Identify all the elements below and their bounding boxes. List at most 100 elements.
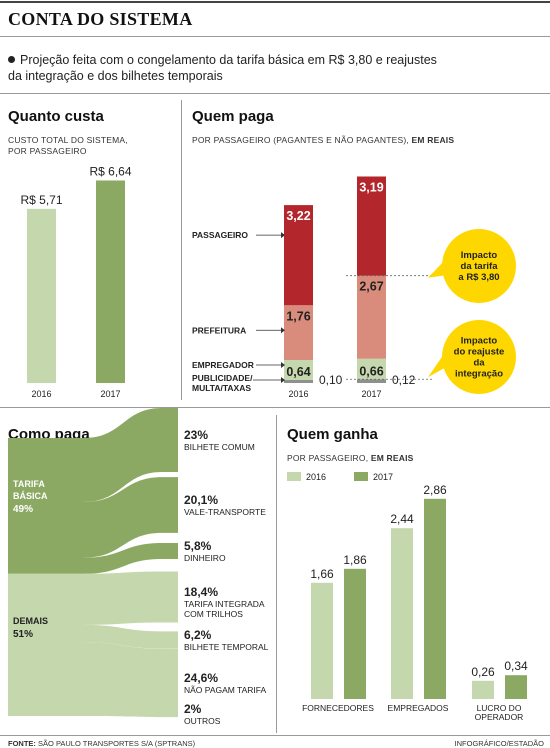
payer-segment xyxy=(357,176,386,276)
cost-value-label: R$ 5,71 xyxy=(20,193,62,207)
cost-year-label: 2017 xyxy=(100,389,120,399)
section-divider-top xyxy=(181,100,182,400)
quem-ganha-label: POR PASSAGEIRO, EM REAIS xyxy=(287,453,414,463)
sankey-source-demais xyxy=(8,573,84,716)
subtitle-line-1: Projeção feita com o congelamento da tar… xyxy=(8,53,437,67)
payer-row-label: PREFEITURA xyxy=(192,325,246,335)
earner-bar xyxy=(505,675,527,699)
cost-year-label: 2016 xyxy=(31,389,51,399)
legend-swatch-2017 xyxy=(354,472,368,481)
payer-segment xyxy=(284,205,313,306)
earner-category-label: EMPREGADOS xyxy=(388,703,449,713)
sankey-flow-label: DINHEIRO xyxy=(184,553,226,563)
quanto-custa-title: Quanto custa xyxy=(8,108,104,125)
sankey-pct-label: 20,1% xyxy=(184,493,218,507)
arrow-icon xyxy=(281,327,285,334)
legend-label-2017: 2017 xyxy=(373,472,393,482)
payer-segment xyxy=(284,305,313,360)
sankey-flow-label: TARIFA INTEGRADA xyxy=(184,599,265,609)
impact-callout-tarifa-text: a R$ 3,80 xyxy=(458,272,499,283)
sankey-group-label: 49% xyxy=(13,504,33,515)
arrow-icon xyxy=(281,232,285,239)
quanto-custa-label: CUSTO TOTAL DO SISTEMA, POR PASSAGEIRO xyxy=(8,135,128,156)
earner-category-label: OPERADOR xyxy=(475,712,524,722)
impact-callout-integracao-text: da xyxy=(473,358,485,369)
earner-category-label: FORNECEDORES xyxy=(302,703,374,713)
footer-source: FONTE: SÃO PAULO TRANSPORTES S/A (SPTRAN… xyxy=(8,739,196,748)
earner-bar xyxy=(391,528,413,699)
payer-row-label: MULTA/TAXAS xyxy=(192,383,251,393)
quem-ganha-title: Quem ganha xyxy=(287,426,378,443)
earner-value-label: 0,26 xyxy=(471,665,495,679)
sankey-pct-label: 24,6% xyxy=(184,671,218,685)
sankey-flow xyxy=(84,542,178,574)
sankey-flow-label: COM TRILHOS xyxy=(184,609,243,619)
sankey-flow-label: NÃO PAGAM TARIFA xyxy=(184,685,267,695)
arrow-icon xyxy=(281,361,285,368)
payer-year-label: 2016 xyxy=(288,389,308,399)
earner-value-label: 2,86 xyxy=(423,483,447,497)
impact-callout-tarifa xyxy=(442,229,516,303)
cost-value-label: R$ 6,64 xyxy=(89,164,131,178)
sankey-flow-label: OUTROS xyxy=(184,716,221,726)
section-divider-bottom xyxy=(276,415,277,733)
quem-paga-title: Quem paga xyxy=(192,108,274,125)
impact-callout-tarifa-text: da tarifa xyxy=(461,261,499,272)
earner-value-label: 2,44 xyxy=(390,512,414,526)
payer-value-label: 0,64 xyxy=(286,365,310,379)
sankey-pct-label: 6,2% xyxy=(184,628,212,642)
sankey-pct-label: 23% xyxy=(184,428,208,442)
quem-paga-label: POR PASSAGEIRO (PAGANTES E NÃO PAGANTES)… xyxy=(192,135,455,145)
sankey-flow xyxy=(84,710,178,717)
arrow-icon xyxy=(281,377,285,383)
earner-value-label: 1,86 xyxy=(343,553,367,567)
header-divider xyxy=(0,36,550,37)
sankey-group-label: BÁSICA xyxy=(13,491,48,501)
sankey-flow-label: BILHETE COMUM xyxy=(184,442,255,452)
sankey-flow-label: VALE-TRANSPORTE xyxy=(184,507,266,517)
subtitle-divider xyxy=(0,93,550,94)
sankey-flow-label: BILHETE TEMPORAL xyxy=(184,642,269,652)
payer-value-label-small: 0,10 xyxy=(319,373,343,387)
impact-callout-integracao-pointer xyxy=(428,348,448,378)
earner-bar xyxy=(472,680,494,699)
payer-value-label: 0,66 xyxy=(359,364,383,378)
payer-row-label: PUBLICIDADE/ xyxy=(192,373,253,383)
payer-segment xyxy=(357,358,386,380)
cost-bar-2017 xyxy=(96,180,125,383)
earner-value-label: 1,66 xyxy=(310,567,334,581)
payer-value-label-small: 0,12 xyxy=(392,373,416,387)
cost-bar-2016 xyxy=(27,208,56,383)
payer-year-label: 2017 xyxy=(361,389,381,399)
impact-callout-tarifa-text: Impacto xyxy=(461,250,498,261)
impact-callout-integracao-text: Impacto xyxy=(461,336,498,347)
footer-credit: INFOGRÁFICO/ESTADÃO xyxy=(454,739,544,748)
payer-row-label: PASSAGEIRO xyxy=(192,230,248,240)
impact-callout-integracao xyxy=(442,320,516,394)
payer-segment xyxy=(284,379,313,383)
impact-callout-tarifa-pointer xyxy=(428,257,448,278)
earner-category-label: LUCRO DO xyxy=(477,703,522,713)
legend-swatch-2016 xyxy=(287,472,301,481)
sankey-pct-label: 2% xyxy=(184,702,202,716)
sankey-group-label: DEMAIS xyxy=(13,616,48,626)
bullet-icon xyxy=(8,56,15,63)
page-title: CONTA DO SISTEMA xyxy=(8,9,193,29)
earner-value-label: 0,34 xyxy=(504,659,528,673)
sankey-group-label: 51% xyxy=(13,629,33,640)
impact-callout-integracao-text: integração xyxy=(455,369,503,380)
sankey-pct-label: 5,8% xyxy=(184,539,212,553)
sankey-group-label: TARIFA xyxy=(13,479,45,489)
payer-segment xyxy=(357,379,386,383)
earner-bar xyxy=(424,498,446,699)
sankey-flow xyxy=(84,642,178,718)
legend-label-2016: 2016 xyxy=(306,472,326,482)
middle-divider xyxy=(0,407,550,408)
sankey-flow xyxy=(84,408,178,502)
payer-value-label: 3,19 xyxy=(359,180,383,194)
top-rule xyxy=(0,1,550,3)
payer-value-label: 2,67 xyxy=(359,280,383,294)
earner-bar xyxy=(344,568,366,699)
footer-divider xyxy=(0,735,550,736)
